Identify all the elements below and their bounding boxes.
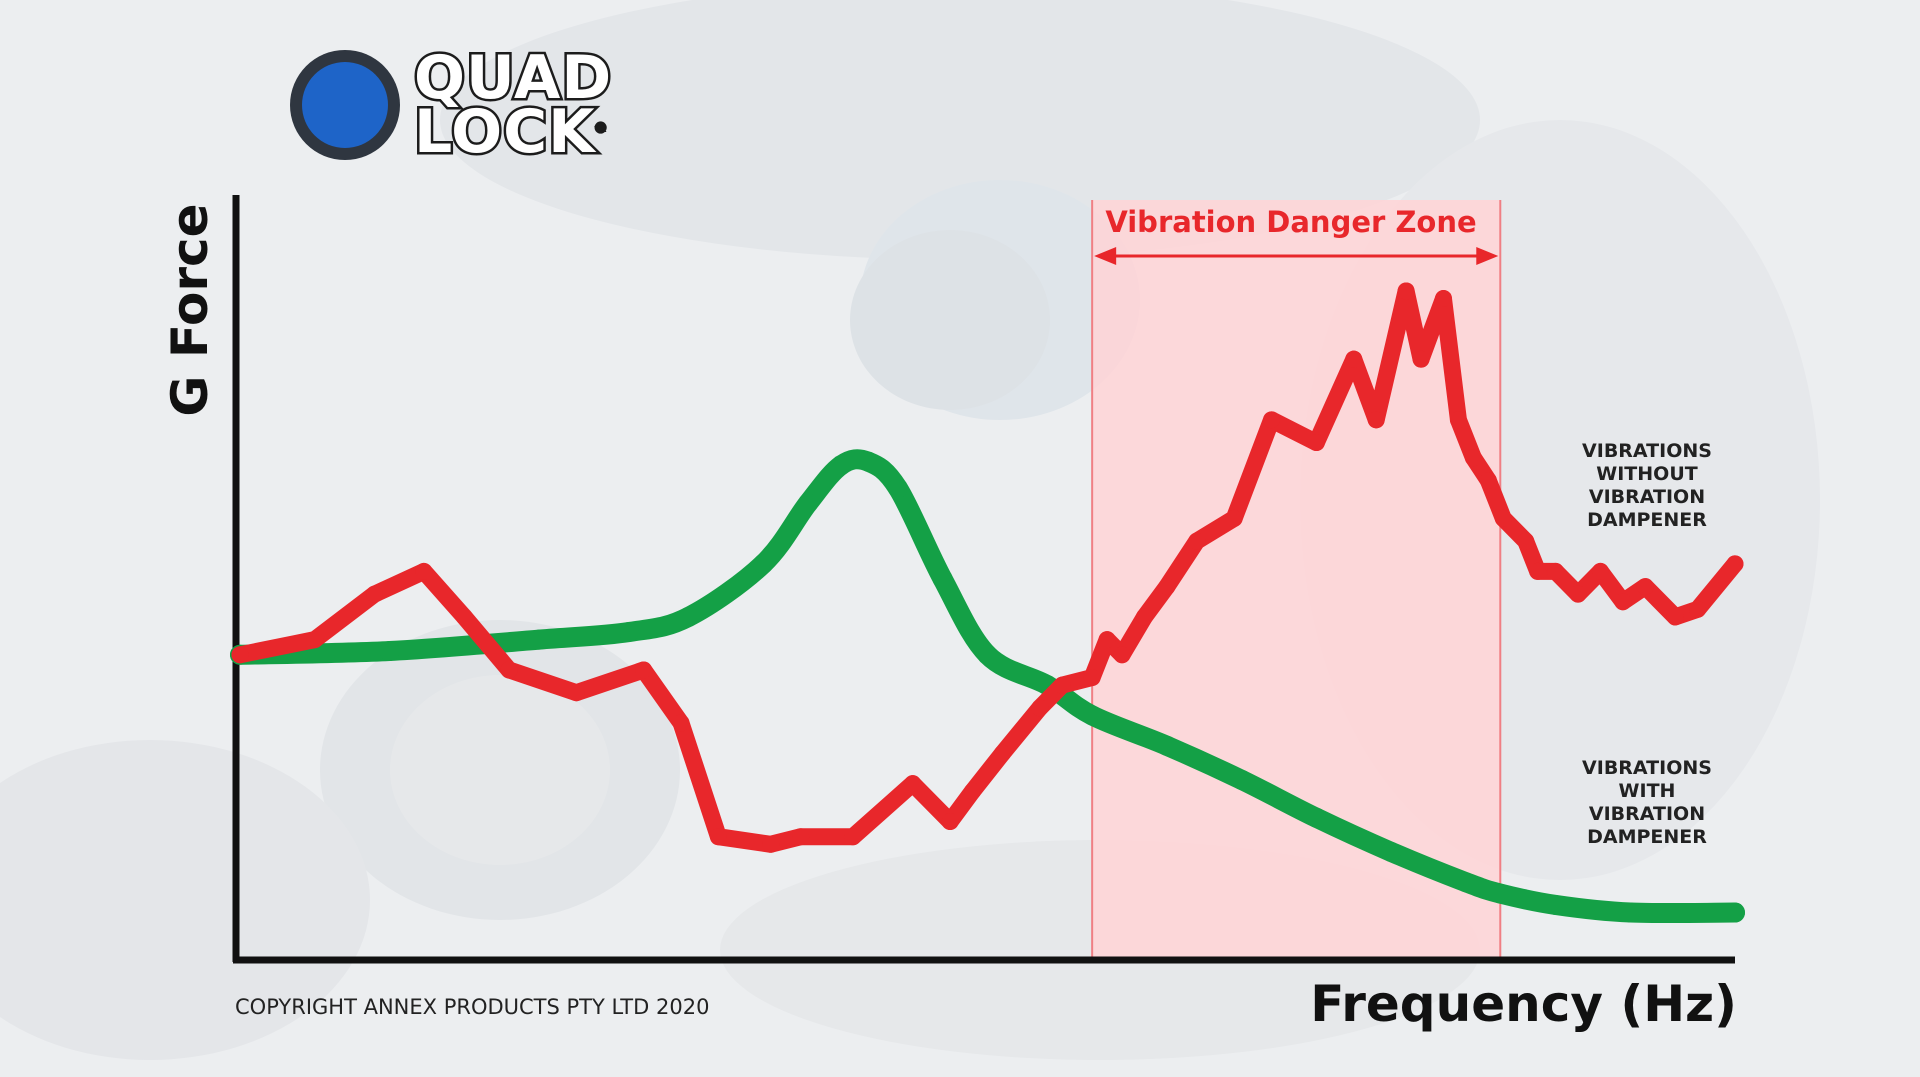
data-point-with-dampener-9 [887, 478, 908, 499]
data-point-without-dampener-7 [635, 661, 653, 679]
data-point-without-dampener-43 [1636, 578, 1654, 596]
data-point-with-dampener-3 [618, 622, 639, 643]
quad-lock-wordmark: QUAD LOCK® [411, 43, 613, 165]
data-point-without-dampener-24 [1188, 532, 1206, 550]
data-point-with-dampener-19 [1490, 883, 1511, 904]
data-point-without-dampener-39 [1547, 562, 1565, 580]
data-point-without-dampener-32 [1434, 290, 1452, 308]
data-point-without-dampener-42 [1614, 593, 1632, 611]
data-point-with-dampener-5 [753, 553, 774, 574]
data-point-without-dampener-35 [1479, 471, 1497, 489]
data-point-without-dampener-30 [1397, 282, 1415, 300]
data-point-without-dampener-4 [455, 608, 473, 626]
data-point-with-dampener-20 [1545, 894, 1566, 915]
data-point-without-dampener-6 [567, 684, 585, 702]
data-point-without-dampener-13 [904, 775, 922, 793]
data-point-without-dampener-22 [1135, 608, 1153, 626]
data-point-without-dampener-23 [1158, 578, 1176, 596]
data-point-with-dampener-18 [1455, 872, 1476, 893]
series-line-without-dampener [231, 282, 1744, 853]
data-point-with-dampener-16 [1306, 807, 1327, 828]
data-point-without-dampener-45 [1689, 600, 1707, 618]
data-point-with-dampener-2 [529, 629, 549, 650]
data-point-without-dampener-27 [1307, 434, 1325, 452]
data-point-without-dampener-29 [1367, 411, 1385, 429]
data-point-without-dampener-9 [709, 828, 727, 846]
logo-line-1: QUAD [411, 43, 613, 113]
data-point-with-dampener-4 [678, 606, 699, 627]
data-point-without-dampener-18 [1053, 676, 1071, 694]
data-point-with-dampener-15 [1231, 769, 1252, 790]
data-point-without-dampener-44 [1666, 608, 1684, 626]
data-point-without-dampener-26 [1263, 411, 1281, 429]
data-point-without-dampener-38 [1529, 562, 1547, 580]
data-point-without-dampener-1 [306, 631, 324, 649]
data-point-with-dampener-1 [379, 641, 400, 662]
data-point-without-dampener-12 [844, 828, 862, 846]
data-point-without-dampener-37 [1517, 532, 1535, 550]
data-point-with-dampener-13 [1082, 705, 1103, 726]
data-point-without-dampener-25 [1225, 509, 1243, 527]
data-point-without-dampener-2 [366, 585, 384, 603]
data-point-without-dampener-31 [1412, 350, 1430, 368]
x-axis-label: Frequency (Hz) [1310, 975, 1737, 1033]
data-point-without-dampener-34 [1464, 449, 1482, 467]
logo-line-2: LOCK® [412, 100, 612, 165]
data-point-without-dampener-16 [993, 744, 1011, 762]
data-point-with-dampener-17 [1381, 841, 1402, 862]
data-point-without-dampener-36 [1494, 509, 1512, 527]
data-point-without-dampener-15 [964, 782, 982, 800]
data-point-without-dampener-5 [500, 661, 518, 679]
danger-zone-label: Vibration Danger Zone [1105, 205, 1477, 239]
copyright-notice: COPYRIGHT ANNEX PRODUCTS PTY LTD 2020 [235, 995, 710, 1019]
data-point-without-dampener-0 [231, 646, 249, 664]
danger-zone-arrow-left [1094, 247, 1117, 265]
data-point-with-dampener-22 [1725, 902, 1745, 923]
data-point-without-dampener-19 [1083, 669, 1101, 687]
danger-zone-arrow-right [1476, 247, 1499, 265]
data-point-with-dampener-21 [1620, 902, 1641, 923]
data-point-with-dampener-6 [798, 493, 819, 514]
logo-line-2-text: LOCK [412, 97, 598, 167]
data-point-without-dampener-3 [415, 562, 433, 580]
y-axis-label: G Force [161, 203, 219, 417]
data-point-without-dampener-11 [792, 828, 810, 846]
data-point-with-dampener-11 [977, 644, 998, 665]
data-point-with-dampener-14 [1156, 735, 1177, 756]
series-label-without-dampener: VIBRATIONS WITHOUT VIBRATION DAMPENER [1582, 440, 1712, 531]
data-point-without-dampener-33 [1449, 411, 1467, 429]
data-point-without-dampener-28 [1345, 350, 1363, 368]
data-point-with-dampener-10 [932, 569, 953, 589]
data-point-without-dampener-46 [1726, 555, 1744, 573]
data-point-without-dampener-14 [941, 813, 959, 831]
registered-mark: ® [593, 121, 608, 136]
data-point-without-dampener-20 [1098, 631, 1116, 649]
series-label-with-dampener: VIBRATIONS WITH VIBRATION DAMPENER [1582, 757, 1712, 848]
data-point-without-dampener-17 [1031, 699, 1049, 717]
quad-lock-logo: QUAD LOCK® [290, 43, 614, 165]
data-point-without-dampener-40 [1569, 585, 1587, 603]
quad-lock-logo-icon [290, 50, 400, 160]
data-point-without-dampener-10 [762, 835, 780, 853]
data-point-with-dampener-8 [857, 451, 878, 472]
data-point-without-dampener-8 [672, 714, 690, 732]
data-point-without-dampener-41 [1591, 562, 1609, 580]
data-point-with-dampener-7 [830, 455, 851, 476]
data-point-without-dampener-21 [1113, 646, 1131, 664]
